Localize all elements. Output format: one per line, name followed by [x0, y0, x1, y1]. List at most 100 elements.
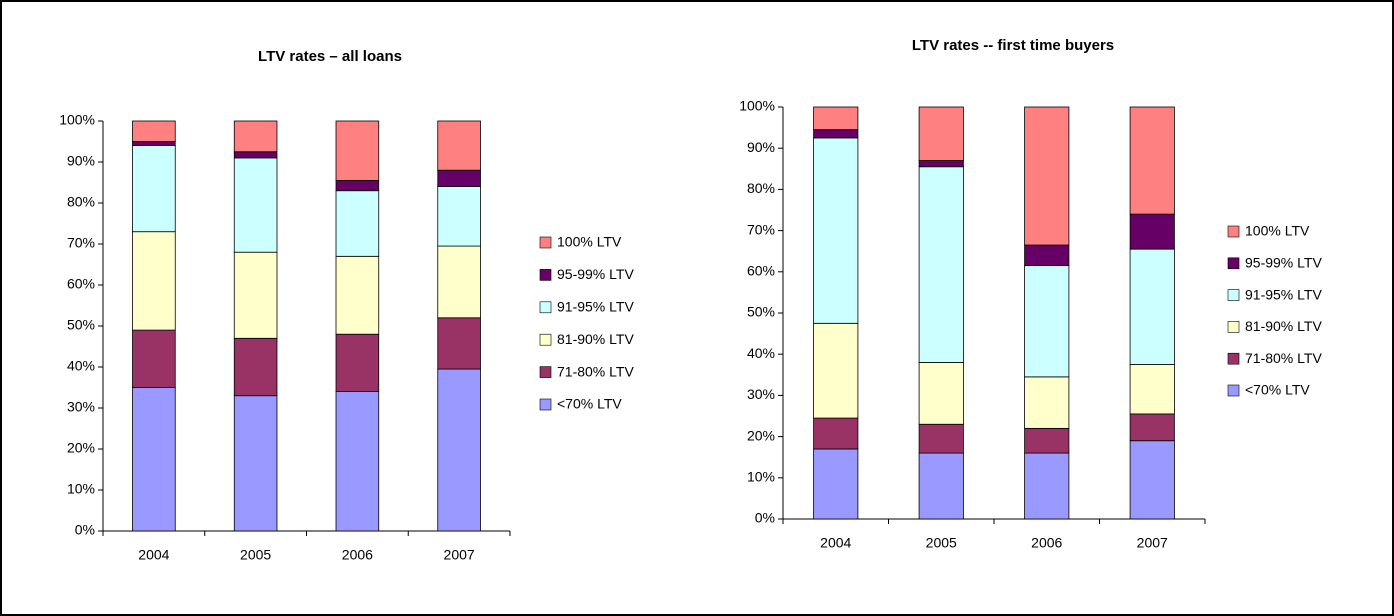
x-tick-label: 2004	[820, 535, 851, 551]
bar-segment	[813, 129, 859, 139]
bar-segment	[132, 329, 176, 388]
bar-segment	[1129, 248, 1175, 365]
y-tick-label: 70%	[67, 235, 95, 251]
bar-segment	[918, 452, 964, 520]
y-tick-label: 90%	[67, 153, 95, 169]
bar-segment	[918, 160, 964, 168]
legend-swatch	[539, 236, 552, 249]
legend-label: 91-95% LTV	[557, 299, 634, 315]
y-tick-label: 40%	[67, 358, 95, 374]
legend-swatch	[539, 269, 552, 281]
bar-segment	[437, 245, 481, 319]
bar-segment	[813, 106, 859, 131]
x-tick-label: 2006	[342, 547, 373, 563]
bar-segment	[335, 190, 380, 257]
legend-swatch	[539, 301, 552, 314]
legend-label: 100% LTV	[557, 234, 622, 250]
legend-swatch	[1227, 225, 1240, 238]
bar-segment	[233, 251, 278, 339]
bar-segment	[335, 180, 380, 192]
legend-label: 71-80% LTV	[1245, 350, 1322, 366]
bar-segment	[1024, 106, 1070, 246]
y-tick-label: 60%	[67, 276, 95, 292]
legend-label: 95-99% LTV	[557, 266, 634, 282]
y-tick-label: 0%	[75, 522, 95, 538]
legend-label: 81-90% LTV	[1245, 318, 1322, 334]
bar-segment	[132, 231, 176, 331]
y-tick-label: 30%	[67, 399, 95, 415]
y-tick-label: 40%	[747, 345, 775, 361]
y-tick-label: 30%	[747, 386, 775, 402]
y-tick-label: 20%	[747, 427, 775, 443]
bar-segment	[132, 145, 176, 233]
y-tick-label: 100%	[739, 98, 775, 114]
legend-swatch	[539, 398, 552, 411]
bar-segment	[918, 106, 964, 161]
bar-segment	[1129, 213, 1175, 250]
x-tick-label: 2004	[138, 547, 169, 563]
legend-label: 81-90% LTV	[557, 331, 634, 347]
bar-segment	[1024, 244, 1070, 267]
bar-segment	[233, 157, 278, 253]
bar-segment	[132, 141, 176, 146]
bar-segment	[132, 387, 176, 532]
y-tick-label: 60%	[747, 263, 775, 279]
bar-segment	[918, 166, 964, 363]
y-tick-label: 100%	[59, 112, 95, 128]
legend-label: 91-95% LTV	[1245, 286, 1322, 302]
y-tick-label: 20%	[67, 440, 95, 456]
bar-segment	[813, 448, 859, 520]
legend-label: 100% LTV	[1245, 223, 1310, 239]
bar-segment	[1129, 364, 1175, 415]
x-tick-label: 2007	[444, 547, 475, 563]
bar-segment	[1024, 376, 1070, 429]
legend-label: <70% LTV	[1245, 382, 1310, 398]
x-tick-label: 2006	[1031, 535, 1062, 551]
legend-swatch	[1227, 384, 1240, 397]
legend-label: 71-80% LTV	[557, 363, 634, 379]
bar-segment	[437, 317, 481, 370]
bar-segment	[918, 362, 964, 425]
legend-swatch	[1227, 289, 1240, 301]
bar-segment	[335, 391, 380, 532]
bar-segment	[1024, 452, 1070, 520]
bar-segment	[437, 186, 481, 247]
y-tick-label: 0%	[755, 510, 775, 526]
bar-segment	[1024, 265, 1070, 378]
x-tick-label: 2005	[926, 535, 957, 551]
legend-label: 95-99% LTV	[1245, 255, 1322, 271]
bar-segment	[437, 169, 481, 187]
bar-segment	[1129, 413, 1175, 442]
bar-segment	[233, 151, 278, 159]
bar-segment	[437, 120, 481, 171]
y-tick-label: 90%	[747, 139, 775, 155]
chart-title: LTV rates – all loans	[258, 48, 402, 65]
legend-swatch	[1227, 257, 1240, 270]
legend-swatch	[1227, 352, 1240, 365]
bar-segment	[233, 337, 278, 397]
bar-segment	[1024, 427, 1070, 454]
y-tick-label: 70%	[747, 221, 775, 237]
bar-segment	[437, 368, 481, 532]
bar-segment	[813, 322, 859, 419]
bar-segment	[335, 120, 380, 181]
x-tick-label: 2005	[240, 547, 271, 563]
x-tick-label: 2007	[1137, 535, 1168, 551]
legend-label: <70% LTV	[557, 396, 622, 412]
legend-swatch	[1227, 321, 1240, 333]
bar-segment	[813, 417, 859, 450]
y-tick-label: 50%	[67, 317, 95, 333]
legend-swatch	[539, 333, 552, 346]
legend-swatch	[539, 366, 552, 378]
bar-segment	[335, 255, 380, 335]
chart-title: LTV rates -- first time buyers	[912, 37, 1114, 54]
y-tick-label: 80%	[67, 194, 95, 210]
bar-segment	[1129, 106, 1175, 215]
bar-segment	[335, 333, 380, 393]
bar-segment	[1129, 440, 1175, 520]
bar-segment	[233, 395, 278, 532]
y-tick-label: 10%	[67, 481, 95, 497]
